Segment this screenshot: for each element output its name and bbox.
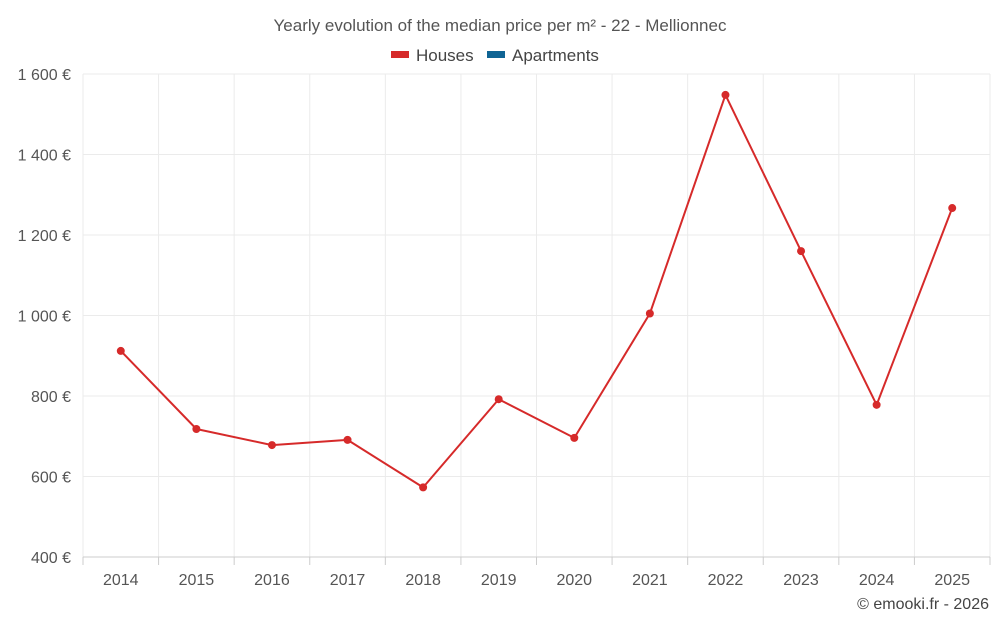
y-tick-label: 1 600 € — [18, 67, 71, 84]
x-tick-label: 2016 — [254, 572, 290, 589]
legend-item-houses[interactable]: Houses — [391, 46, 474, 65]
legend-item-apartments[interactable]: Apartments — [487, 46, 599, 65]
data-point-houses[interactable] — [570, 433, 579, 442]
x-tick-label: 2024 — [859, 572, 895, 589]
y-axis-labels: 400 € 600 € 800 € 1 000 € 1 200 € 1 400 € 1 60… — [18, 67, 71, 567]
y-tick-label: 400 € — [31, 550, 71, 567]
x-tick-label: 2015 — [179, 572, 215, 589]
x-tick-label: 2017 — [330, 572, 366, 589]
y-tick-label: 1 200 € — [18, 228, 71, 245]
data-point-houses[interactable] — [343, 435, 352, 444]
data-point-houses[interactable] — [872, 400, 881, 409]
data-point-houses[interactable] — [116, 346, 125, 355]
series-line-houses — [120, 93, 954, 489]
data-point-houses[interactable] — [645, 309, 654, 318]
data-point-houses[interactable] — [267, 441, 276, 450]
x-tick-label: 2023 — [783, 572, 819, 589]
legend-label-apartments: Apartments — [512, 46, 599, 65]
data-point-houses[interactable] — [192, 425, 201, 434]
x-tick-label: 2019 — [481, 572, 517, 589]
legend: Houses Apartments — [391, 46, 599, 65]
data-point-houses[interactable] — [948, 204, 957, 213]
data-point-houses[interactable] — [797, 247, 806, 256]
x-tick-label: 2021 — [632, 572, 668, 589]
x-tick-label: 2018 — [405, 572, 441, 589]
y-tick-label: 1 000 € — [18, 309, 71, 326]
x-tick-label: 2014 — [103, 572, 139, 589]
chart-title: Yearly evolution of the median price per… — [274, 16, 727, 35]
credit-text: © emooki.fr - 2026 — [857, 596, 989, 613]
x-tick-label: 2020 — [556, 572, 592, 589]
y-tick-label: 800 € — [31, 389, 71, 406]
x-axis-labels: 2014 2015 2016 2017 2018 2019 2020 2021 2022 2023… — [103, 572, 970, 589]
y-tick-label: 600 € — [31, 470, 71, 487]
x-tick-label: 2022 — [708, 572, 744, 589]
y-tick-label: 1 400 € — [18, 148, 71, 165]
data-point-houses[interactable] — [494, 395, 503, 404]
legend-swatch-apartments — [487, 51, 505, 58]
data-point-houses[interactable] — [721, 90, 730, 99]
x-gridlines — [82, 74, 991, 565]
x-tick-label: 2025 — [934, 572, 970, 589]
legend-label-houses: Houses — [416, 46, 474, 65]
series-layer — [116, 90, 957, 492]
data-point-houses[interactable] — [419, 483, 428, 492]
legend-swatch-houses — [391, 51, 409, 58]
